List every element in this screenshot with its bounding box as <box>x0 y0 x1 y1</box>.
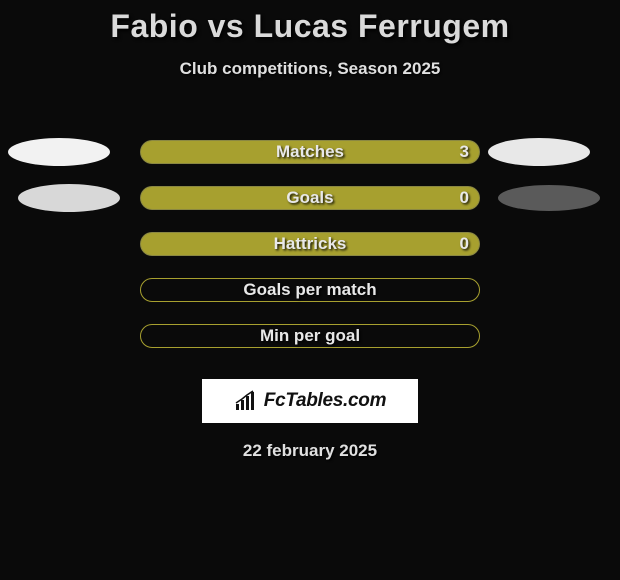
stat-label: Matches <box>276 142 344 162</box>
logo-text: FcTables.com <box>264 390 386 412</box>
stat-bar: Min per goal <box>140 324 480 348</box>
stat-value: 3 <box>460 142 469 162</box>
side-ellipse <box>488 138 590 166</box>
stat-label: Hattricks <box>274 234 347 254</box>
stat-value: 0 <box>460 188 469 208</box>
side-ellipse <box>8 138 110 166</box>
stat-row: Matches 3 <box>0 129 620 175</box>
stat-bar: Goals 0 <box>140 186 480 210</box>
stat-bar: Goals per match <box>140 278 480 302</box>
page-title: Fabio vs Lucas Ferrugem <box>0 0 620 45</box>
stat-bar: Matches 3 <box>140 140 480 164</box>
stat-rows: Matches 3 Goals 0 Hattricks 0 Goals per match M… <box>0 129 620 359</box>
side-ellipse <box>498 185 600 211</box>
stat-value: 0 <box>460 234 469 254</box>
date-label: 22 february 2025 <box>0 441 620 461</box>
logo-badge: FcTables.com <box>202 379 418 423</box>
stat-label: Goals per match <box>243 280 376 300</box>
stat-label: Goals <box>286 188 333 208</box>
subtitle: Club competitions, Season 2025 <box>0 59 620 79</box>
stat-label: Min per goal <box>260 326 360 346</box>
comparison-card: Fabio vs Lucas Ferrugem Club competition… <box>0 0 620 461</box>
stat-row: Goals per match <box>0 267 620 313</box>
side-ellipse <box>18 184 120 212</box>
chart-icon <box>234 390 260 412</box>
stat-bar: Hattricks 0 <box>140 232 480 256</box>
stat-row: Hattricks 0 <box>0 221 620 267</box>
stat-row: Min per goal <box>0 313 620 359</box>
stat-row: Goals 0 <box>0 175 620 221</box>
